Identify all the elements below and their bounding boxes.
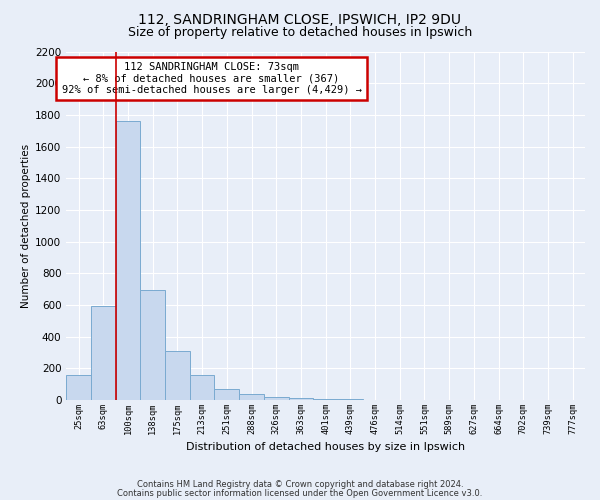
Text: Size of property relative to detached houses in Ipswich: Size of property relative to detached ho… (128, 26, 472, 39)
Bar (140, 290, 165, 400)
Bar (239, 394, 264, 400)
Text: 112, SANDRINGHAM CLOSE, IPSWICH, IP2 9DU: 112, SANDRINGHAM CLOSE, IPSWICH, IP2 9DU (139, 12, 461, 26)
X-axis label: Distribution of detached houses by size in Ipswich: Distribution of detached houses by size … (186, 442, 465, 452)
Text: 112 SANDRINGHAM CLOSE: 73sqm
← 8% of detached houses are smaller (367)
92% of se: 112 SANDRINGHAM CLOSE: 73sqm ← 8% of det… (62, 62, 362, 95)
Bar (66, 376, 91, 400)
Bar (190, 376, 214, 400)
Bar (116, 121, 140, 400)
Text: Contains HM Land Registry data © Crown copyright and database right 2024.: Contains HM Land Registry data © Crown c… (137, 480, 463, 489)
Bar (313, 399, 338, 400)
Bar (264, 396, 289, 400)
Bar (214, 389, 239, 400)
Bar (91, 306, 116, 400)
Y-axis label: Number of detached properties: Number of detached properties (21, 144, 31, 308)
Bar (289, 398, 313, 400)
Bar (165, 351, 190, 400)
Text: Contains public sector information licensed under the Open Government Licence v3: Contains public sector information licen… (118, 489, 482, 498)
